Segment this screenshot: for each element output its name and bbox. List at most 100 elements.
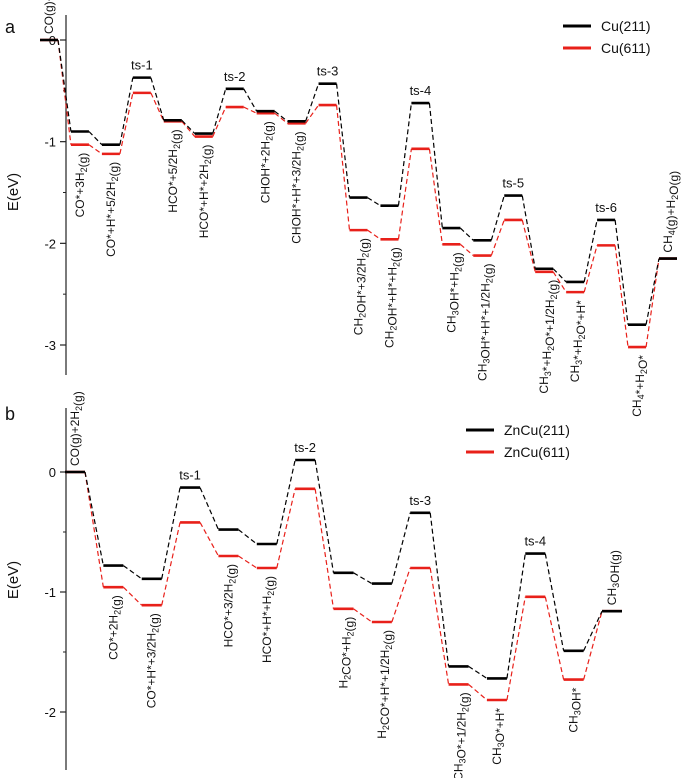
connector-black: [521, 195, 536, 269]
panel-a-state-labels: CO(g)+3H2(g) CO*+3H2(g) CO*+H*+5/2H2(g) HCO…: [42, 0, 681, 417]
legend-label: Cu(211): [601, 18, 651, 34]
connector-red: [314, 488, 335, 609]
connector-black: [335, 83, 351, 198]
state-label: CO*+H*+3/2H2(g): [145, 613, 162, 708]
state-label: CH4*+H2O*: [630, 355, 650, 417]
panel-b-tick-labels: 0 -1 -2: [44, 465, 56, 720]
panel-b-letter: b: [5, 404, 15, 424]
connector-red: [88, 144, 103, 155]
connector-red: [521, 219, 536, 272]
panel-a-connectors: [57, 39, 660, 348]
state-label: CH3O*+H*: [490, 708, 507, 765]
panel-b-state-labels: CO(g)+2H2(g) CO*+2H2(g) CO*+H*+3/2H2(g) HCO…: [68, 391, 622, 778]
connector-red: [645, 258, 660, 348]
connector-black: [181, 119, 196, 134]
state-label: H2CO*+H2(g): [337, 617, 357, 689]
panel-a-y-axis: [60, 15, 67, 375]
connector-red: [150, 92, 165, 122]
connector-black: [490, 195, 505, 241]
ts-label: ts-1: [179, 468, 201, 483]
panel-b-legend: ZnCu(211) ZnCu(611): [466, 422, 570, 460]
connector-black: [429, 512, 450, 667]
connector-black: [645, 258, 660, 325]
connector-red: [490, 219, 505, 256]
connector-red: [335, 105, 351, 231]
connector-red: [583, 245, 598, 293]
state-label: CH2OH*+3/2H2(g): [352, 238, 372, 335]
state-label: HCO*+H*+2H2(g): [197, 145, 214, 239]
state-label: CHOH*+2H2(g): [259, 121, 276, 203]
panel-b-y-axis-label: E(eV): [5, 561, 22, 599]
connector-red: [276, 488, 296, 569]
state-label: CO*+H*+5/2H2(g): [104, 162, 121, 257]
state-label: CO(g)+2H2(g): [68, 391, 85, 466]
connector-black: [274, 110, 288, 122]
legend-label: ZnCu(611): [504, 444, 570, 460]
connector-red: [84, 471, 104, 588]
y-tick-label: 0: [49, 465, 56, 480]
ts-label: ts-5: [502, 176, 524, 191]
connector-black: [391, 512, 411, 584]
ts-label: ts-2: [294, 440, 316, 455]
connector-red: [459, 243, 474, 256]
state-label: CH4(g)+H2O(g): [661, 171, 681, 253]
connector-red: [367, 229, 381, 240]
ts-label: ts-2: [224, 69, 246, 84]
y-tick-label: -2: [44, 236, 56, 251]
connector-black: [243, 88, 258, 112]
y-tick-label: -3: [44, 338, 56, 353]
state-label: CO*+2H2(g): [106, 595, 123, 660]
ts-label: ts-6: [595, 200, 617, 215]
connector-red: [161, 522, 181, 606]
state-label: CHOH*+H*+3/2H2(g): [290, 131, 307, 243]
connector-red: [212, 106, 227, 137]
connector-red: [57, 39, 72, 145]
connector-black: [614, 219, 629, 325]
ts-label: ts-4: [410, 83, 432, 98]
state-label: CH3*+H2O*+1/2H2(g): [537, 280, 560, 394]
connector-black: [459, 227, 474, 241]
connector-black: [468, 665, 488, 679]
panel-a-tick-labels: 0-1-2-3: [44, 33, 56, 353]
connector-red: [199, 522, 219, 557]
connector-black: [544, 553, 565, 651]
connector-red: [238, 555, 258, 569]
panel-b-energy-diagram: b 0 -1 -2 E(eV) ts-1 ts-2 ts-3 ts-4 CO(g)+2H2…: [5, 391, 622, 778]
connector-red: [243, 106, 257, 114]
connector-red: [181, 120, 196, 137]
ts-label: ts-4: [524, 534, 546, 549]
connector-red: [305, 104, 320, 124]
panel-a-legend: Cu(211) Cu(611): [563, 18, 651, 56]
connector-black: [84, 471, 104, 566]
connector-black: [119, 77, 134, 145]
panel-b-y-axis: [60, 408, 67, 770]
connector-black: [150, 77, 165, 121]
connector-red: [583, 611, 603, 680]
panel-b-energy-levels: [65, 458, 622, 702]
legend-label: Cu(611): [601, 40, 651, 56]
panel-a-energy-diagram: a 0-1-2-3 E(eV) ts-1ts-2ts-3ts-4ts-5ts-6…: [5, 0, 681, 417]
panel-a-ts-labels: ts-1 ts-2 ts-3 ts-4 ts-5 ts-6: [131, 58, 617, 215]
panel-b-connectors: [84, 459, 603, 701]
state-label: CO(g)+3H2(g): [42, 0, 59, 34]
connector-red: [614, 245, 629, 348]
connector-black: [88, 131, 103, 146]
state-label: CH3OH*+H2(g): [444, 252, 464, 332]
state-label: CH3O*+1/2H2(g): [452, 692, 472, 778]
connector-black: [238, 529, 258, 545]
connector-red: [468, 683, 488, 701]
connector-black: [583, 610, 603, 652]
state-label: CH2OH*+H*+H2(g): [382, 247, 402, 348]
ts-label: ts-1: [131, 58, 153, 73]
connector-red: [119, 92, 134, 154]
connector-black: [552, 268, 567, 283]
state-label: HCO*+3/2H2(g): [221, 564, 238, 647]
panel-a-letter: a: [5, 17, 16, 37]
state-label: HCO*+5/2H2(g): [166, 129, 183, 212]
connector-red: [506, 596, 526, 701]
state-label: HCO*+H*+H2(g): [260, 576, 277, 663]
connector-red: [552, 271, 567, 293]
connector-black: [199, 487, 219, 530]
y-tick-label: -1: [44, 135, 56, 150]
